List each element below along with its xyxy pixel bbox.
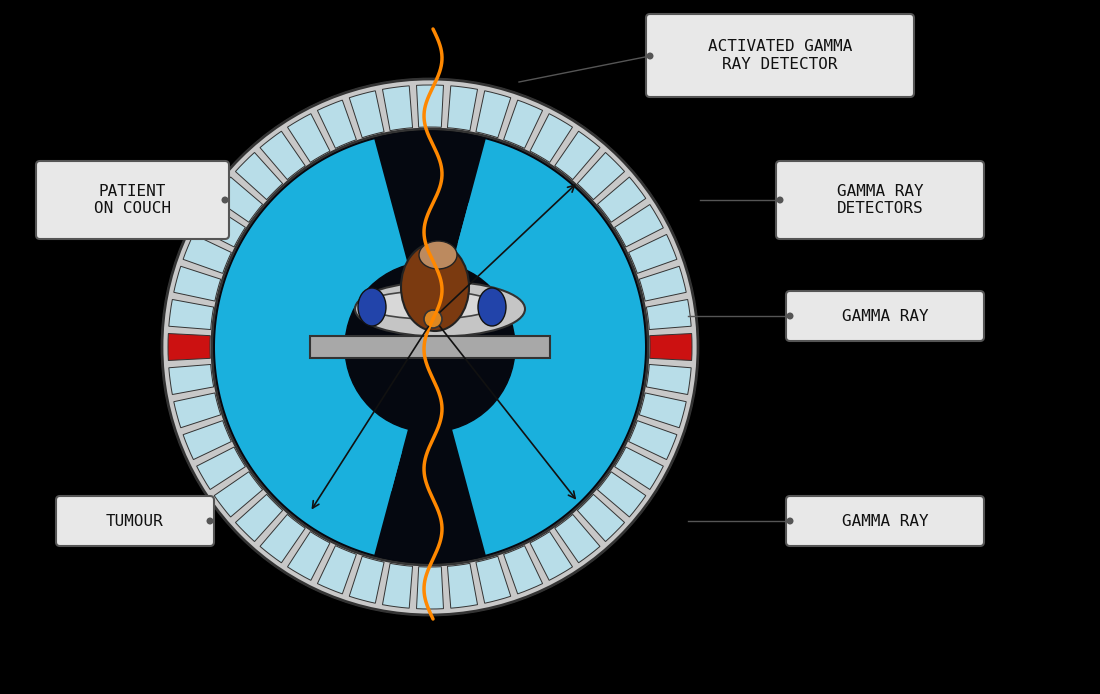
Circle shape [214, 131, 646, 563]
Circle shape [786, 518, 793, 525]
Wedge shape [174, 266, 221, 301]
Wedge shape [214, 177, 263, 222]
Polygon shape [214, 139, 416, 555]
Wedge shape [183, 421, 231, 459]
Wedge shape [530, 532, 572, 580]
Wedge shape [197, 205, 245, 247]
Wedge shape [578, 153, 625, 200]
Circle shape [647, 53, 653, 60]
Wedge shape [383, 86, 412, 130]
Wedge shape [235, 153, 283, 200]
Wedge shape [197, 447, 245, 489]
Wedge shape [183, 235, 231, 273]
Circle shape [345, 262, 515, 432]
Polygon shape [470, 428, 504, 496]
Wedge shape [168, 300, 213, 330]
FancyBboxPatch shape [56, 496, 214, 546]
Wedge shape [554, 131, 600, 180]
Text: GAMMA RAY: GAMMA RAY [842, 514, 928, 529]
FancyBboxPatch shape [786, 496, 984, 546]
Ellipse shape [358, 288, 386, 326]
Ellipse shape [355, 282, 525, 337]
Wedge shape [417, 85, 443, 127]
Wedge shape [629, 421, 676, 459]
Wedge shape [318, 545, 356, 594]
Wedge shape [476, 91, 510, 137]
Wedge shape [383, 564, 412, 608]
Text: TUMOUR: TUMOUR [106, 514, 164, 529]
Polygon shape [458, 203, 579, 489]
Ellipse shape [478, 288, 506, 326]
Circle shape [777, 196, 783, 203]
Circle shape [162, 79, 698, 615]
Wedge shape [260, 514, 305, 563]
Wedge shape [615, 447, 663, 489]
FancyBboxPatch shape [36, 161, 229, 239]
Wedge shape [615, 205, 663, 247]
Polygon shape [280, 205, 403, 491]
Wedge shape [476, 557, 510, 603]
Wedge shape [647, 300, 691, 330]
Circle shape [212, 129, 648, 565]
Wedge shape [235, 494, 283, 541]
Wedge shape [554, 514, 600, 563]
Wedge shape [597, 472, 646, 517]
Wedge shape [647, 364, 691, 394]
Wedge shape [287, 532, 330, 580]
Wedge shape [504, 100, 542, 149]
Wedge shape [597, 177, 646, 222]
Wedge shape [260, 131, 305, 180]
Ellipse shape [419, 241, 456, 269]
Text: GAMMA RAY
DETECTORS: GAMMA RAY DETECTORS [837, 184, 923, 217]
Wedge shape [639, 393, 686, 428]
Text: ACTIVATED GAMMA
RAY DETECTOR: ACTIVATED GAMMA RAY DETECTOR [707, 40, 853, 71]
Text: PATIENT
ON COUCH: PATIENT ON COUCH [94, 184, 170, 217]
Wedge shape [650, 334, 692, 360]
Wedge shape [504, 545, 542, 594]
Circle shape [786, 312, 793, 319]
Wedge shape [629, 235, 676, 273]
Text: GAMMA RAY: GAMMA RAY [842, 309, 928, 323]
Circle shape [424, 310, 442, 328]
Bar [310, 336, 550, 358]
Wedge shape [350, 557, 384, 603]
Wedge shape [174, 393, 221, 428]
FancyBboxPatch shape [646, 14, 914, 97]
Wedge shape [318, 100, 356, 149]
Wedge shape [448, 86, 477, 130]
Ellipse shape [402, 243, 469, 331]
Wedge shape [530, 114, 572, 162]
Ellipse shape [365, 291, 495, 319]
FancyBboxPatch shape [776, 161, 984, 239]
Wedge shape [448, 564, 477, 608]
Circle shape [207, 518, 213, 525]
Wedge shape [639, 266, 686, 301]
Wedge shape [214, 472, 263, 517]
Wedge shape [417, 567, 443, 609]
Wedge shape [578, 494, 625, 541]
Polygon shape [355, 198, 390, 266]
Wedge shape [287, 114, 330, 162]
Polygon shape [444, 139, 645, 555]
Wedge shape [350, 91, 384, 137]
FancyBboxPatch shape [786, 291, 984, 341]
Wedge shape [168, 364, 213, 394]
Wedge shape [168, 334, 210, 360]
Circle shape [221, 196, 229, 203]
